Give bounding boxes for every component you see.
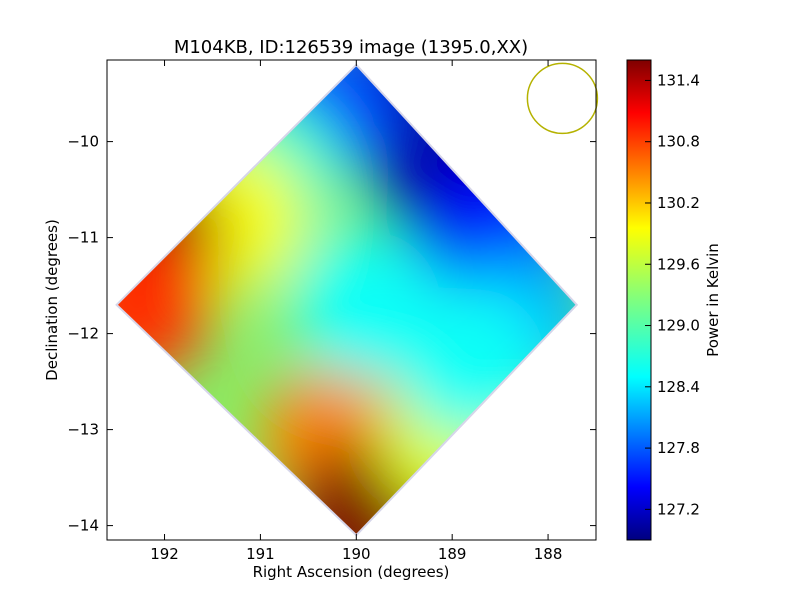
colorbar-label: Power in Kelvin <box>704 243 722 357</box>
x-tick-label: 189 <box>438 545 467 563</box>
y-tick-label: −10 <box>67 133 99 151</box>
y-tick-label: −11 <box>67 229 99 247</box>
colorbar-tick-label: 128.4 <box>657 378 700 396</box>
beam-marker <box>526 62 599 135</box>
x-tick-label: 192 <box>150 545 179 563</box>
x-tick-label: 188 <box>534 545 563 563</box>
colorbar-tick-label: 131.4 <box>657 71 700 89</box>
colorbar-tick-label: 130.2 <box>657 194 700 212</box>
colorbar-tick-label: 127.2 <box>657 500 700 518</box>
colorbar <box>626 59 652 541</box>
x-axis-label: Right Ascension (degrees) <box>253 563 450 581</box>
colorbar-tick-label: 129.0 <box>657 317 700 335</box>
chart-title: M104KB, ID:126539 image (1395.0,XX) <box>174 37 528 58</box>
x-axis-ticks: 192 191 190 189 188 <box>150 60 562 563</box>
heatmap-sample <box>116 229 211 380</box>
y-tick-label: −14 <box>67 517 99 535</box>
plot-frame <box>106 59 597 541</box>
colorbar-tick-label: 127.8 <box>657 439 700 457</box>
colorbar-tick-label: 130.8 <box>657 133 700 151</box>
x-tick-label: 191 <box>246 545 275 563</box>
y-axis-ticks: −10 −11 −12 −13 −14 <box>67 133 596 535</box>
y-tick-label: −12 <box>67 325 99 343</box>
colorbar-tick-label: 129.6 <box>657 255 700 273</box>
y-axis-label: Declination (degrees) <box>43 219 61 381</box>
colorbar-ticks: 127.2 127.8 128.4 129.0 129.6 130.2 130.8 131.4 <box>645 71 700 518</box>
x-tick-label: 190 <box>342 545 371 563</box>
y-tick-label: −13 <box>67 421 99 439</box>
